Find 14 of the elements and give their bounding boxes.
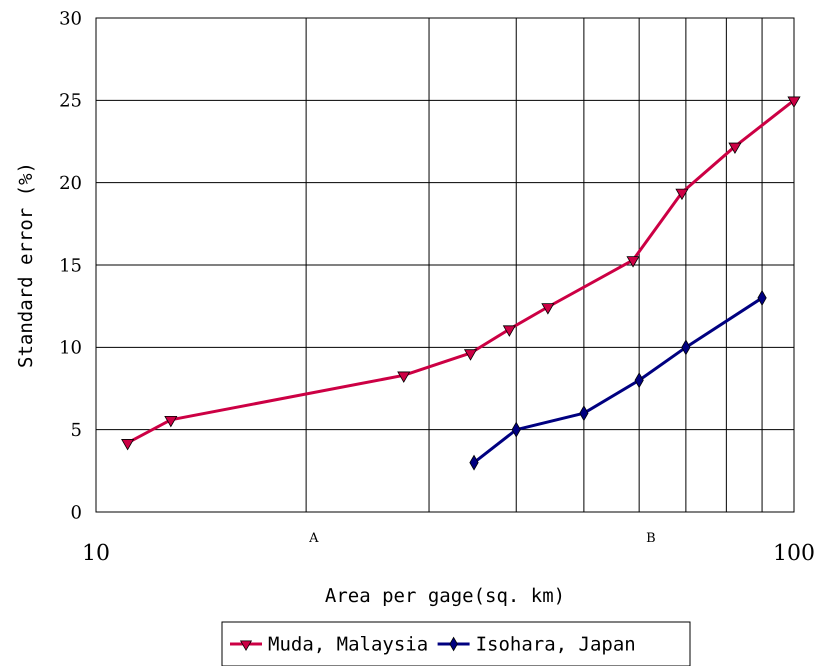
y-tick-label: 30: [59, 8, 82, 30]
y-tick-label: 10: [59, 338, 82, 359]
legend-label: Isohara, Japan: [476, 634, 636, 656]
y-axis-title: Standard error (%): [15, 162, 37, 368]
y-tick-label: 20: [59, 172, 82, 194]
y-tick-label: 5: [70, 420, 82, 441]
y-tick-label: 15: [59, 255, 82, 276]
x-tick-label: 100: [773, 541, 815, 566]
y-tick-label: 0: [70, 502, 82, 524]
axis-note: A: [309, 531, 318, 546]
legend-label: Muda, Malaysia: [268, 634, 428, 656]
axis-note: B: [646, 531, 656, 546]
y-tick-label: 25: [59, 90, 82, 112]
x-axis-title: Area per gage(sq. km): [324, 585, 566, 607]
